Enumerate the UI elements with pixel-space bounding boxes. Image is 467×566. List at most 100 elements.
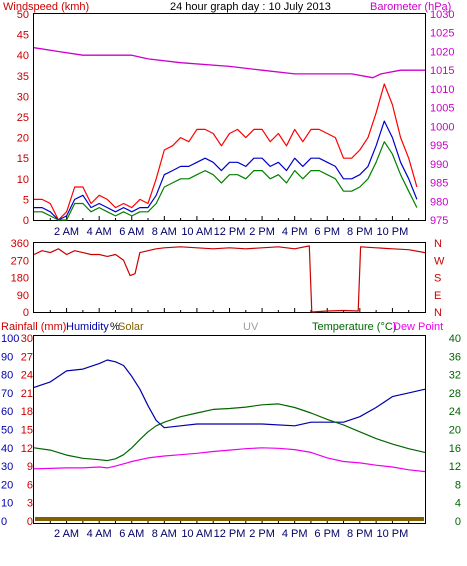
barometer-y-tick-label: 1015 bbox=[430, 65, 454, 77]
barometer-axis-title: Barometer (hPa) bbox=[370, 1, 451, 13]
rainfall-y-tick-label: 3 bbox=[27, 498, 33, 510]
barometer-y-tick-label: 980 bbox=[430, 196, 448, 208]
wind-time-label: 6 AM bbox=[119, 226, 144, 238]
temperature-y-tick-label: 20 bbox=[449, 425, 461, 437]
barometer-y-tick-label: 985 bbox=[430, 178, 448, 190]
temperature-axis-title: Temperature (°C) bbox=[312, 321, 396, 333]
humidity-line bbox=[33, 359, 426, 429]
windspeed-axis-title: Windspeed (kmh) bbox=[3, 1, 89, 13]
temp-time-label: 6 AM bbox=[119, 528, 144, 540]
direction-y-tick-label: 270 bbox=[11, 255, 29, 267]
humidity-y-tick-label: 60 bbox=[1, 406, 13, 418]
temp-time-label: 10 AM bbox=[181, 528, 212, 540]
wind-y-tick-label: 5 bbox=[23, 194, 29, 206]
percent-label: % bbox=[110, 321, 120, 333]
wind-y-tick-label: 15 bbox=[17, 153, 29, 165]
barometer-y-tick-label: 1020 bbox=[430, 46, 454, 58]
chart-title: 24 hour graph day : 10 July 2013 bbox=[170, 1, 331, 13]
wind-y-tick-label: 25 bbox=[17, 112, 29, 124]
temperature-y-tick-label: 28 bbox=[449, 388, 461, 400]
temperature-y-tick-label: 24 bbox=[449, 406, 461, 418]
barometer-y-tick-label: 990 bbox=[430, 159, 448, 171]
wind-y-tick-label: 45 bbox=[17, 30, 29, 42]
temp-time-label: 12 PM bbox=[214, 528, 246, 540]
humidity-y-tick-label: 0 bbox=[1, 516, 7, 528]
direction-y-tick-label: 90 bbox=[17, 290, 29, 302]
rainfall-y-tick-label: 6 bbox=[27, 479, 33, 491]
dew-point-line bbox=[33, 447, 426, 473]
temp-time-label: 2 AM bbox=[54, 528, 79, 540]
rainfall-axis-title: Rainfall (mm) bbox=[1, 321, 66, 333]
temperature-y-tick-label: 8 bbox=[455, 479, 461, 491]
temp-time-label: 4 PM bbox=[282, 528, 308, 540]
barometer-y-tick-label: 1025 bbox=[430, 28, 454, 40]
temperature-y-tick-label: 32 bbox=[449, 370, 461, 382]
barometer-y-tick-label: 1030 bbox=[430, 9, 454, 21]
direction-y-tick-label: 0 bbox=[23, 307, 29, 319]
barometer-y-tick-label: 1000 bbox=[430, 121, 454, 133]
compass-tick-label: N bbox=[434, 238, 442, 250]
barometer-y-tick-label: 1010 bbox=[430, 84, 454, 96]
humidity-y-tick-label: 90 bbox=[1, 351, 13, 363]
wind-time-label: 6 PM bbox=[314, 226, 340, 238]
rainfall-bar bbox=[35, 517, 424, 521]
temp-panel-frame bbox=[33, 335, 426, 524]
barometer-y-tick-label: 975 bbox=[430, 215, 448, 227]
rainfall-y-tick-label: 18 bbox=[21, 406, 33, 418]
solar-axis-title: Solar bbox=[118, 321, 144, 333]
humidity-y-tick-label: 100 bbox=[1, 333, 19, 345]
temp-time-label: 10 PM bbox=[377, 528, 409, 540]
wind-y-tick-label: 30 bbox=[17, 91, 29, 103]
direction-panel-frame bbox=[33, 242, 426, 313]
wind-y-tick-label: 10 bbox=[17, 174, 29, 186]
humidity-y-tick-label: 20 bbox=[1, 479, 13, 491]
wind-y-tick-label: 50 bbox=[17, 9, 29, 21]
wind-series-0-line bbox=[34, 83, 418, 221]
temperature-y-tick-label: 12 bbox=[449, 461, 461, 473]
rainfall-y-tick-label: 0 bbox=[27, 516, 33, 528]
humidity-y-tick-label: 40 bbox=[1, 443, 13, 455]
uv-axis-title: UV bbox=[243, 321, 259, 333]
compass-tick-label: S bbox=[434, 273, 441, 285]
humidity-axis-title: Humidity bbox=[66, 321, 109, 333]
wind-time-label: 10 PM bbox=[377, 226, 409, 238]
wind-time-label: 2 AM bbox=[54, 226, 79, 238]
humidity-y-tick-label: 80 bbox=[1, 370, 13, 382]
temp-time-label: 2 PM bbox=[249, 528, 275, 540]
barometer-line bbox=[33, 47, 425, 79]
temperature-y-tick-label: 0 bbox=[455, 516, 461, 528]
temp-time-label: 8 AM bbox=[152, 528, 177, 540]
wind-time-label: 4 PM bbox=[282, 226, 308, 238]
series-layer bbox=[33, 47, 426, 521]
wind-time-label: 10 AM bbox=[181, 226, 212, 238]
temperature-y-tick-label: 4 bbox=[455, 498, 461, 510]
temperature-y-tick-label: 36 bbox=[449, 351, 461, 363]
direction-y-tick-label: 180 bbox=[11, 273, 29, 285]
rainfall-y-tick-label: 15 bbox=[21, 425, 33, 437]
compass-tick-label: N bbox=[434, 307, 442, 319]
axis-tick-layer: 0510152025303540455097598098599099510001… bbox=[1, 9, 461, 540]
temperature-y-tick-label: 16 bbox=[449, 443, 461, 455]
humidity-y-tick-label: 30 bbox=[1, 461, 13, 473]
wind-y-tick-label: 20 bbox=[17, 133, 29, 145]
wind-y-tick-label: 0 bbox=[23, 215, 29, 227]
direction-y-tick-label: 360 bbox=[11, 238, 29, 250]
barometer-y-tick-label: 995 bbox=[430, 140, 448, 152]
temp-time-label: 6 PM bbox=[314, 528, 340, 540]
compass-tick-label: W bbox=[434, 255, 445, 267]
wind-series-1-line bbox=[34, 120, 418, 221]
wind-series-2-line bbox=[34, 141, 418, 221]
rainfall-y-tick-label: 9 bbox=[27, 461, 33, 473]
rainfall-y-tick-label: 27 bbox=[21, 351, 33, 363]
humidity-y-tick-label: 50 bbox=[1, 425, 13, 437]
temperature-y-tick-label: 40 bbox=[449, 333, 461, 345]
rainfall-y-tick-label: 24 bbox=[21, 370, 33, 382]
wind-time-label: 8 PM bbox=[347, 226, 373, 238]
wind-time-label: 12 PM bbox=[214, 226, 246, 238]
wind-time-label: 8 AM bbox=[152, 226, 177, 238]
humidity-y-tick-label: 10 bbox=[1, 498, 13, 510]
temp-time-label: 8 PM bbox=[347, 528, 373, 540]
wind-direction-line bbox=[33, 245, 426, 313]
wind-y-tick-label: 35 bbox=[17, 71, 29, 83]
